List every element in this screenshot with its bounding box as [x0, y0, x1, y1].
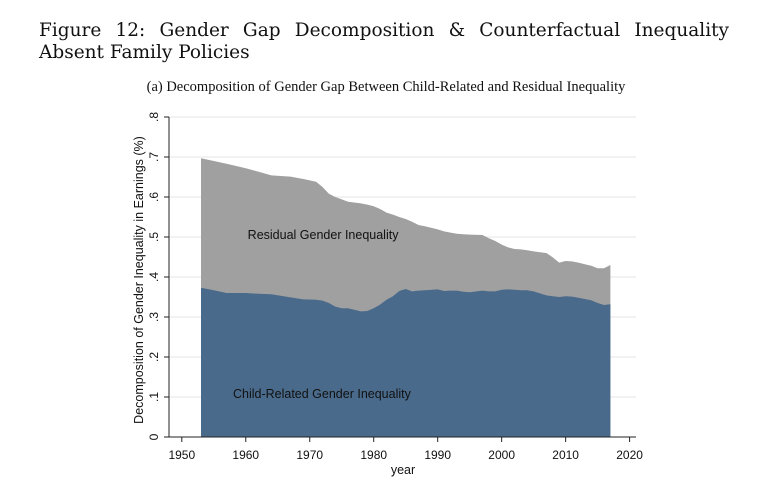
x-tick-label: 1960	[232, 448, 259, 462]
residual-label: Residual Gender Inequality	[248, 228, 400, 242]
x-tick-label: 1950	[168, 448, 195, 462]
child-related-area	[201, 287, 611, 437]
y-tick-label: .2	[147, 352, 161, 362]
x-tick-label: 1980	[360, 448, 387, 462]
y-ticks: 0 .1 .2 .3 .4 .5 .6 .7 .8	[147, 112, 169, 440]
figure-title: Figure 12: Gender Gap Decomposition & Co…	[39, 20, 729, 63]
x-tick-label: 2000	[488, 448, 515, 462]
x-tick-label: 2010	[552, 448, 579, 462]
y-tick-label: .8	[147, 112, 161, 122]
y-tick-label: .7	[147, 152, 161, 162]
x-tick-label: 1990	[424, 448, 451, 462]
y-tick-label: .3	[147, 312, 161, 322]
y-tick-label: 0	[147, 433, 161, 440]
child-related-label: Child-Related Gender Inequality	[233, 387, 412, 401]
x-tick-label: 1970	[296, 448, 323, 462]
y-tick-label: .6	[147, 192, 161, 202]
y-tick-label: .4	[147, 272, 161, 282]
y-axis-label: Decomposition of Gender Inequality in Ea…	[132, 136, 146, 424]
x-tick-label: 2020	[616, 448, 643, 462]
y-tick-label: .1	[147, 392, 161, 402]
x-axis-label: year	[391, 463, 415, 477]
y-tick-label: .5	[147, 232, 161, 242]
x-ticks: 1950 1960 1970 1980 1990 2000 2010 2020	[168, 437, 643, 462]
panel-title: (a) Decomposition of Gender Gap Between …	[146, 79, 626, 95]
